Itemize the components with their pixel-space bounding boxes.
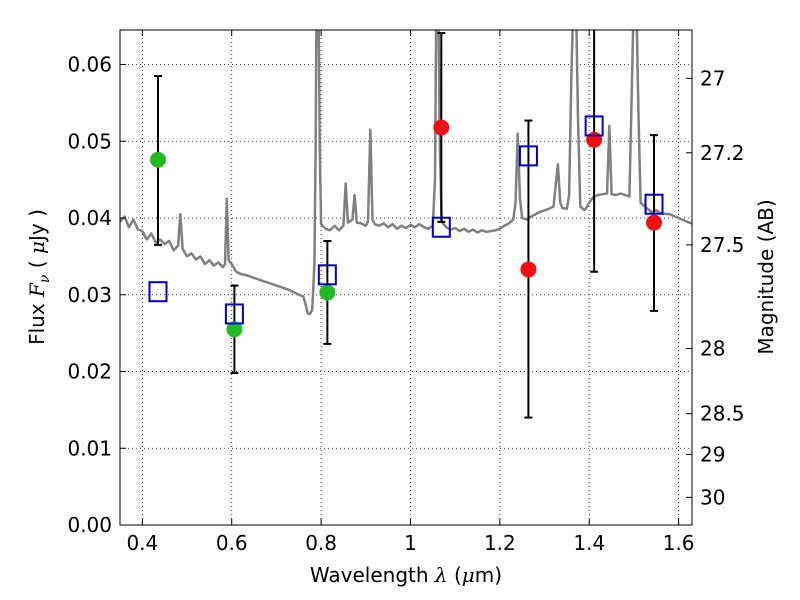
x-tick-label: 1.6 [663,531,695,555]
model-point [431,216,451,238]
y2-tick-label: 27 [700,66,725,90]
y-tick-label: 0.04 [67,206,112,230]
y-axis-label: Flux Fν ( μJy ) [25,209,53,345]
y2-tick-label: 30 [700,485,725,509]
y2-tick-label: 27.2 [700,141,745,165]
x-tick-label: 1.4 [573,531,605,555]
model-point [644,193,664,215]
y2-tick-label: 29 [700,442,725,466]
x-tick-label: 1.2 [484,531,516,555]
observed-point-green [226,321,243,338]
observed-point-red [520,261,537,278]
plot-frame [119,29,693,526]
y-tick-label: 0.05 [67,129,112,153]
y-tick-label: 0.03 [67,283,112,307]
x-tick-label: 0.6 [216,531,248,555]
observed-point-red [433,119,450,136]
y2-tick-label: 27.5 [700,233,745,257]
spectrum-layer [120,30,692,316]
observed-point-green [149,151,166,168]
observed-point-green [319,284,336,301]
model-point [224,303,244,325]
y2-axis-label: Magnitude (AB) [754,199,778,354]
x-tick-label: 1 [404,531,417,555]
spectrum-line [120,30,692,316]
x-axis-label: Wavelength λ (μm) [310,563,502,587]
y-tick-label: 0.06 [67,53,112,77]
y2-tick-label: 28 [700,336,725,360]
model-point [317,264,337,286]
model-point [148,281,168,303]
observed-point-red [646,214,663,231]
model-point [584,115,604,137]
model-point [518,145,538,167]
y2-tick-label: 28.5 [700,402,745,426]
y-tick-label: 0.01 [67,436,112,460]
y-tick-label: 0.00 [67,513,112,537]
y-tick-label: 0.02 [67,360,112,384]
x-tick-label: 0.8 [305,531,337,555]
axis-ticks: 0.4 0.6 0.8 1 1.2 1.4 1.6 0.00 0.01 0.02 0.03 0.04 0… [67,30,745,555]
model-points [148,115,664,325]
x-tick-label: 0.4 [126,531,158,555]
plot-area [120,30,692,525]
